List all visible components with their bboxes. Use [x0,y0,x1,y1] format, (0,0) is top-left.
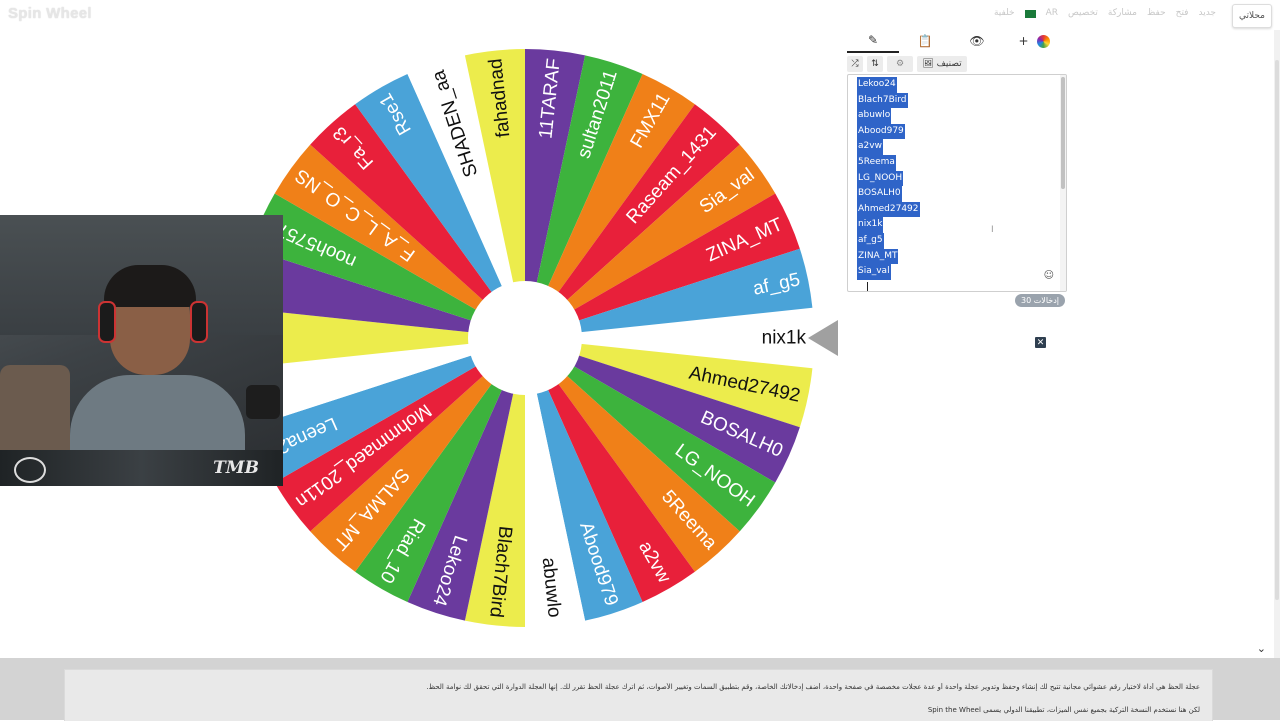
entry-line[interactable]: ZINA_MT [857,248,899,265]
wheel-segments[interactable]: nix1kAhmed27492BOSALH0LG_NOOH5Reemaa2vwA… [236,49,814,627]
wheel-segment[interactable] [407,338,525,621]
nav-item[interactable]: مشاركة [1107,8,1137,18]
wheel-segment[interactable] [310,338,525,572]
wheel-segment[interactable] [274,338,525,532]
nav-item[interactable]: جديد [1198,8,1216,18]
wheel-segment[interactable] [525,338,695,603]
wheel-segment[interactable] [407,55,525,339]
page-scrollbar[interactable] [1274,30,1280,658]
edit-tab[interactable]: ✎ [847,29,899,53]
wheel-segment[interactable] [236,307,525,369]
wheel-segment[interactable] [525,144,776,338]
wheel-segment[interactable] [250,193,526,339]
wheel-segment[interactable] [355,338,525,603]
entry-line[interactable]: 5Reema [857,154,896,171]
entry-line[interactable]: Abood979 [857,123,905,140]
webcam-overlay: TMB [0,215,283,486]
wheel-segment[interactable] [237,338,525,428]
wheel-center-hub[interactable] [468,281,582,395]
wheel-segment[interactable] [355,73,525,339]
entries-textarea[interactable]: Lekoo24 Blach7Bird abuwlo Abood979 a2vw 5Reem… [847,74,1067,292]
wheel-segment[interactable] [250,338,526,483]
entry-line[interactable]: abuwlo [857,108,892,124]
chevron-down-icon[interactable]: ⌄ [1256,642,1266,655]
entries-panel: ✎ 📋 👁 + ⤮ ⇅ ⚙ 🖼 تصنيف Lekoo24 Blach7Bird a… [847,29,1067,307]
entries-list[interactable]: Lekoo24 Blach7Bird abuwlo Abood979 a2vw 5Reem… [857,77,1066,291]
wheel-segment[interactable] [310,104,525,338]
entry-line[interactable]: LG_NOOH [857,170,904,187]
entries-scrollbar[interactable] [1060,75,1066,291]
wheel-segment[interactable] [525,338,586,627]
text-cursor-icon: I [991,225,994,235]
nav-item[interactable]: فتح [1175,8,1189,18]
settings-gear-button[interactable]: ⚙ [887,56,913,72]
wheel-segment[interactable] [525,193,800,339]
entry-line[interactable]: Sia_val [857,264,891,280]
color-wheel-icon[interactable] [1036,34,1050,48]
webcam-overlay-text: TMB [213,458,259,478]
entry-line[interactable]: Ahmed27492 [857,201,920,218]
add-image-button[interactable]: 🖼 تصنيف [917,56,967,72]
nav-item[interactable]: AR [1045,8,1059,18]
wheel-segment[interactable] [525,338,776,532]
wheel-segment[interactable] [464,49,525,338]
entry-line[interactable]: af_g5 [857,232,884,249]
top-nav: خلفية AR تخصيص مشاركة حفظ فتح جديد [994,8,1216,18]
app-logo[interactable]: Spin Wheel [8,5,92,22]
wheel-segment[interactable] [525,55,643,339]
wheel-segment-label: nix1k [762,328,807,349]
entries-count-badge: إدخالات 30 [1015,294,1065,307]
streamer-logo-icon [14,457,46,483]
login-button[interactable]: محلاتي [1232,4,1272,28]
wheel-segment[interactable] [525,338,643,621]
wheel-segment[interactable] [525,338,813,428]
close-icon[interactable]: ✕ [1035,337,1046,348]
entry-line[interactable]: Blach7Bird [857,92,908,109]
add-wheel-tab[interactable]: + [1003,30,1065,52]
nav-item[interactable]: تخصيص [1068,8,1098,18]
entry-line[interactable]: Lekoo24 [857,77,897,93]
wheel-segment[interactable] [525,73,695,339]
wheel-segment[interactable] [464,338,525,627]
footer-description-card [64,669,1213,721]
wheel-segment[interactable] [525,104,740,338]
footer-description-line: عجلة الحظ هي أداة لاختيار رقم عشوائي مجا… [426,683,1200,691]
nav-item[interactable]: خلفية [993,8,1015,18]
entry-line[interactable]: a2vw [857,139,883,155]
results-tab[interactable]: 📋 [917,34,933,48]
wheel-segment[interactable] [274,144,525,338]
flag-icon[interactable] [1024,10,1036,18]
shuffle-button[interactable]: ⤮ [847,56,863,72]
wheel-segment[interactable] [525,338,740,572]
wheel-pointer-icon [808,320,838,356]
top-bar: Spin Wheel خلفية AR تخصيص مشاركة حفظ فتح… [0,0,1280,30]
sort-button[interactable]: ⇅ [867,56,883,72]
panel-tabs: ✎ 📋 👁 + [847,29,1067,53]
entries-toolbar: ⤮ ⇅ ⚙ 🖼 تصنيف [847,56,1067,72]
plus-icon[interactable]: + [1018,34,1029,48]
entry-line[interactable]: BOSALH0 [857,186,902,202]
footer-description-line: لكن هنا نستخدم النسخة التركية بجميع نفس … [927,706,1200,714]
entry-line[interactable]: nix1k [857,217,884,233]
wheel-segment[interactable] [525,338,800,483]
wheel-segment[interactable] [525,307,814,369]
wheel-segment[interactable] [525,49,586,338]
wheel-segment[interactable] [525,248,813,338]
wheel-segment[interactable] [237,248,525,338]
nav-item[interactable]: حفظ [1146,8,1166,18]
text-caret [867,281,868,291]
hide-tab[interactable]: 👁 [969,34,985,48]
emoji-icon[interactable]: ☺ [1043,270,1054,281]
